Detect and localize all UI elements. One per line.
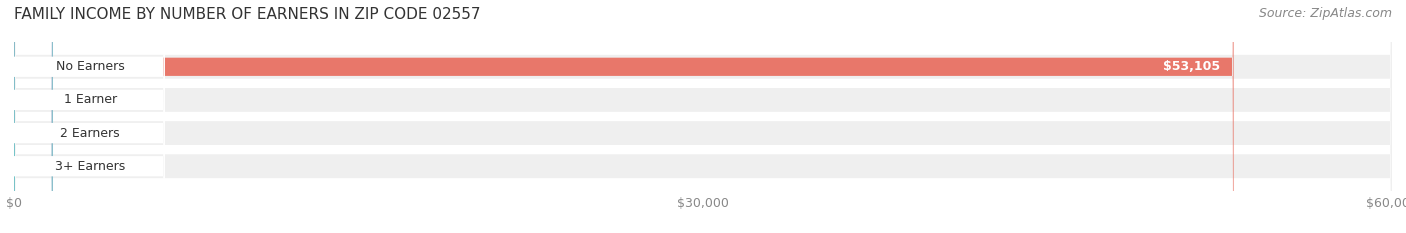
FancyBboxPatch shape	[14, 0, 1392, 233]
FancyBboxPatch shape	[6, 0, 165, 233]
FancyBboxPatch shape	[6, 0, 165, 233]
FancyBboxPatch shape	[14, 0, 1392, 233]
FancyBboxPatch shape	[6, 0, 165, 233]
Text: 3+ Earners: 3+ Earners	[55, 160, 125, 173]
Text: 2 Earners: 2 Earners	[60, 127, 120, 140]
Text: $0: $0	[66, 93, 83, 106]
Text: Source: ZipAtlas.com: Source: ZipAtlas.com	[1258, 7, 1392, 20]
Text: 1 Earner: 1 Earner	[63, 93, 117, 106]
Text: $0: $0	[66, 160, 83, 173]
FancyBboxPatch shape	[6, 0, 165, 233]
FancyBboxPatch shape	[14, 0, 1392, 233]
Text: No Earners: No Earners	[56, 60, 125, 73]
FancyBboxPatch shape	[14, 0, 1233, 233]
FancyBboxPatch shape	[14, 0, 52, 233]
FancyBboxPatch shape	[14, 0, 52, 233]
Text: $0: $0	[66, 127, 83, 140]
FancyBboxPatch shape	[14, 0, 52, 233]
FancyBboxPatch shape	[14, 0, 1392, 233]
Text: FAMILY INCOME BY NUMBER OF EARNERS IN ZIP CODE 02557: FAMILY INCOME BY NUMBER OF EARNERS IN ZI…	[14, 7, 481, 22]
Text: $53,105: $53,105	[1163, 60, 1220, 73]
